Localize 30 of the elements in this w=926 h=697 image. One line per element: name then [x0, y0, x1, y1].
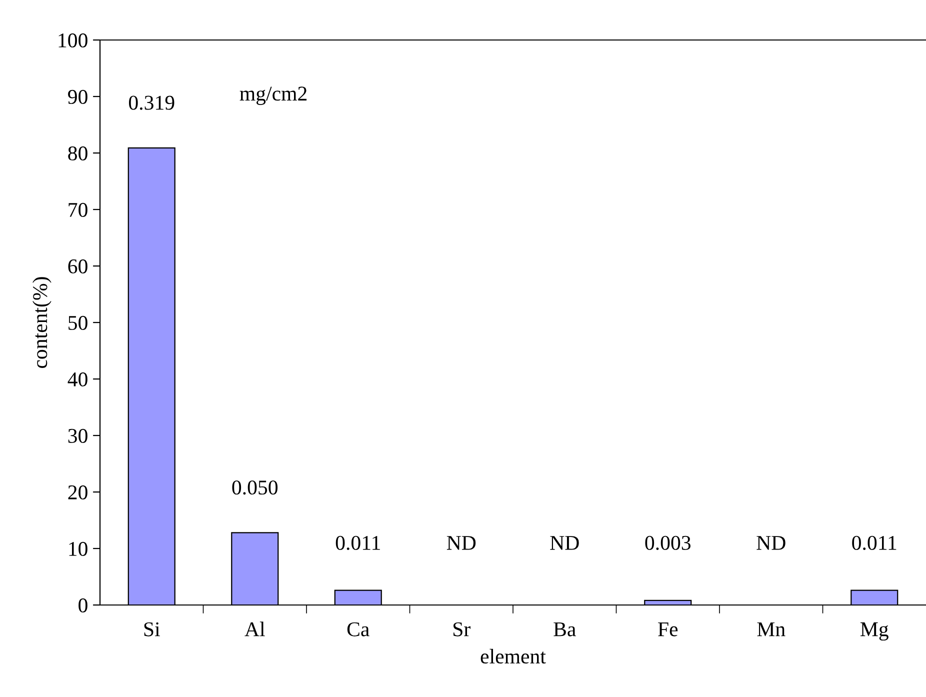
annotation: ND: [756, 536, 786, 550]
y-tick-label: 10: [69, 542, 88, 556]
y-axis-title: content(%): [32, 277, 52, 368]
annotation: ND: [446, 536, 476, 550]
annotation: 0.011: [852, 536, 896, 550]
x-tick-label: Si: [144, 622, 160, 636]
annotation: ND: [550, 536, 579, 550]
annotation: 0.011: [336, 536, 380, 550]
y-tick-label: 40: [68, 372, 88, 386]
x-tick-label: Sr: [454, 622, 470, 636]
x-axis-title: element: [480, 648, 546, 664]
x-tick-label: Ba: [554, 622, 576, 636]
annotation: 0.050: [232, 480, 278, 495]
y-tick-label: 30: [68, 428, 88, 443]
annotation: 0.319: [128, 96, 174, 110]
x-tick-label: Fe: [658, 622, 678, 636]
x-tick-label: Mg: [860, 622, 888, 641]
x-tick-label: Mn: [757, 622, 786, 636]
y-tick-label: 100: [58, 33, 88, 48]
y-tick-label: 80: [68, 146, 88, 160]
annotation: mg/cm2: [240, 86, 307, 105]
y-tick-label: 50: [68, 316, 88, 330]
x-tick-label: Al: [244, 622, 265, 636]
y-tick-label: 0: [78, 598, 88, 612]
y-tick-label: 70: [68, 202, 88, 217]
annotation: 0.003: [645, 536, 690, 550]
x-tick-label: Ca: [347, 622, 370, 636]
y-tick-label: 60: [68, 259, 88, 274]
y-tick-label: 20: [68, 485, 88, 500]
y-tick-label: 90: [68, 90, 88, 104]
